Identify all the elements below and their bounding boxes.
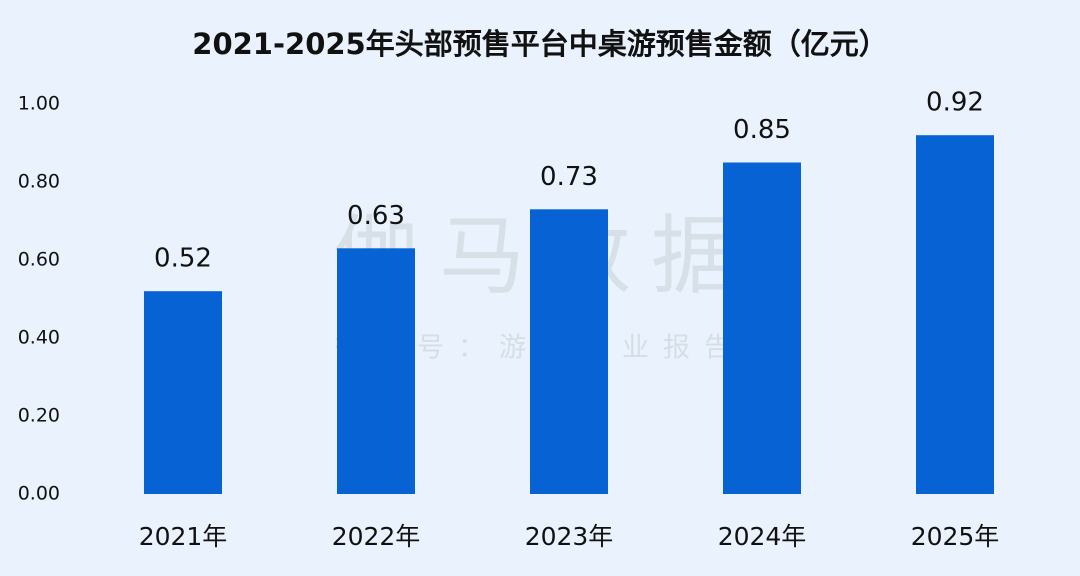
x-tick-label: 2023年 <box>525 522 614 551</box>
y-tick-label: 0.40 <box>18 327 60 349</box>
value-label: 0.52 <box>154 244 212 274</box>
x-tick-label: 2022年 <box>332 522 421 551</box>
bar <box>144 291 222 494</box>
y-tick-label: 1.00 <box>18 93 60 115</box>
bar <box>530 209 608 495</box>
x-tick-label: 2021年 <box>139 522 228 551</box>
value-label: 0.85 <box>733 115 791 145</box>
x-tick-label: 2025年 <box>911 522 1000 551</box>
value-label: 0.73 <box>540 162 598 192</box>
y-tick-label: 0.80 <box>18 171 60 193</box>
value-label: 0.92 <box>926 88 984 118</box>
value-label: 0.63 <box>347 201 405 231</box>
x-tick-label: 2024年 <box>718 522 807 551</box>
bar <box>916 135 994 494</box>
y-tick-label: 0.60 <box>18 249 60 271</box>
y-tick-label: 0.00 <box>18 483 60 505</box>
chart-title: 2021-2025年头部预售平台中桌游预售金额（亿元） <box>192 27 887 61</box>
bar <box>337 248 415 494</box>
y-tick-label: 0.20 <box>18 405 60 427</box>
bar <box>723 162 801 494</box>
